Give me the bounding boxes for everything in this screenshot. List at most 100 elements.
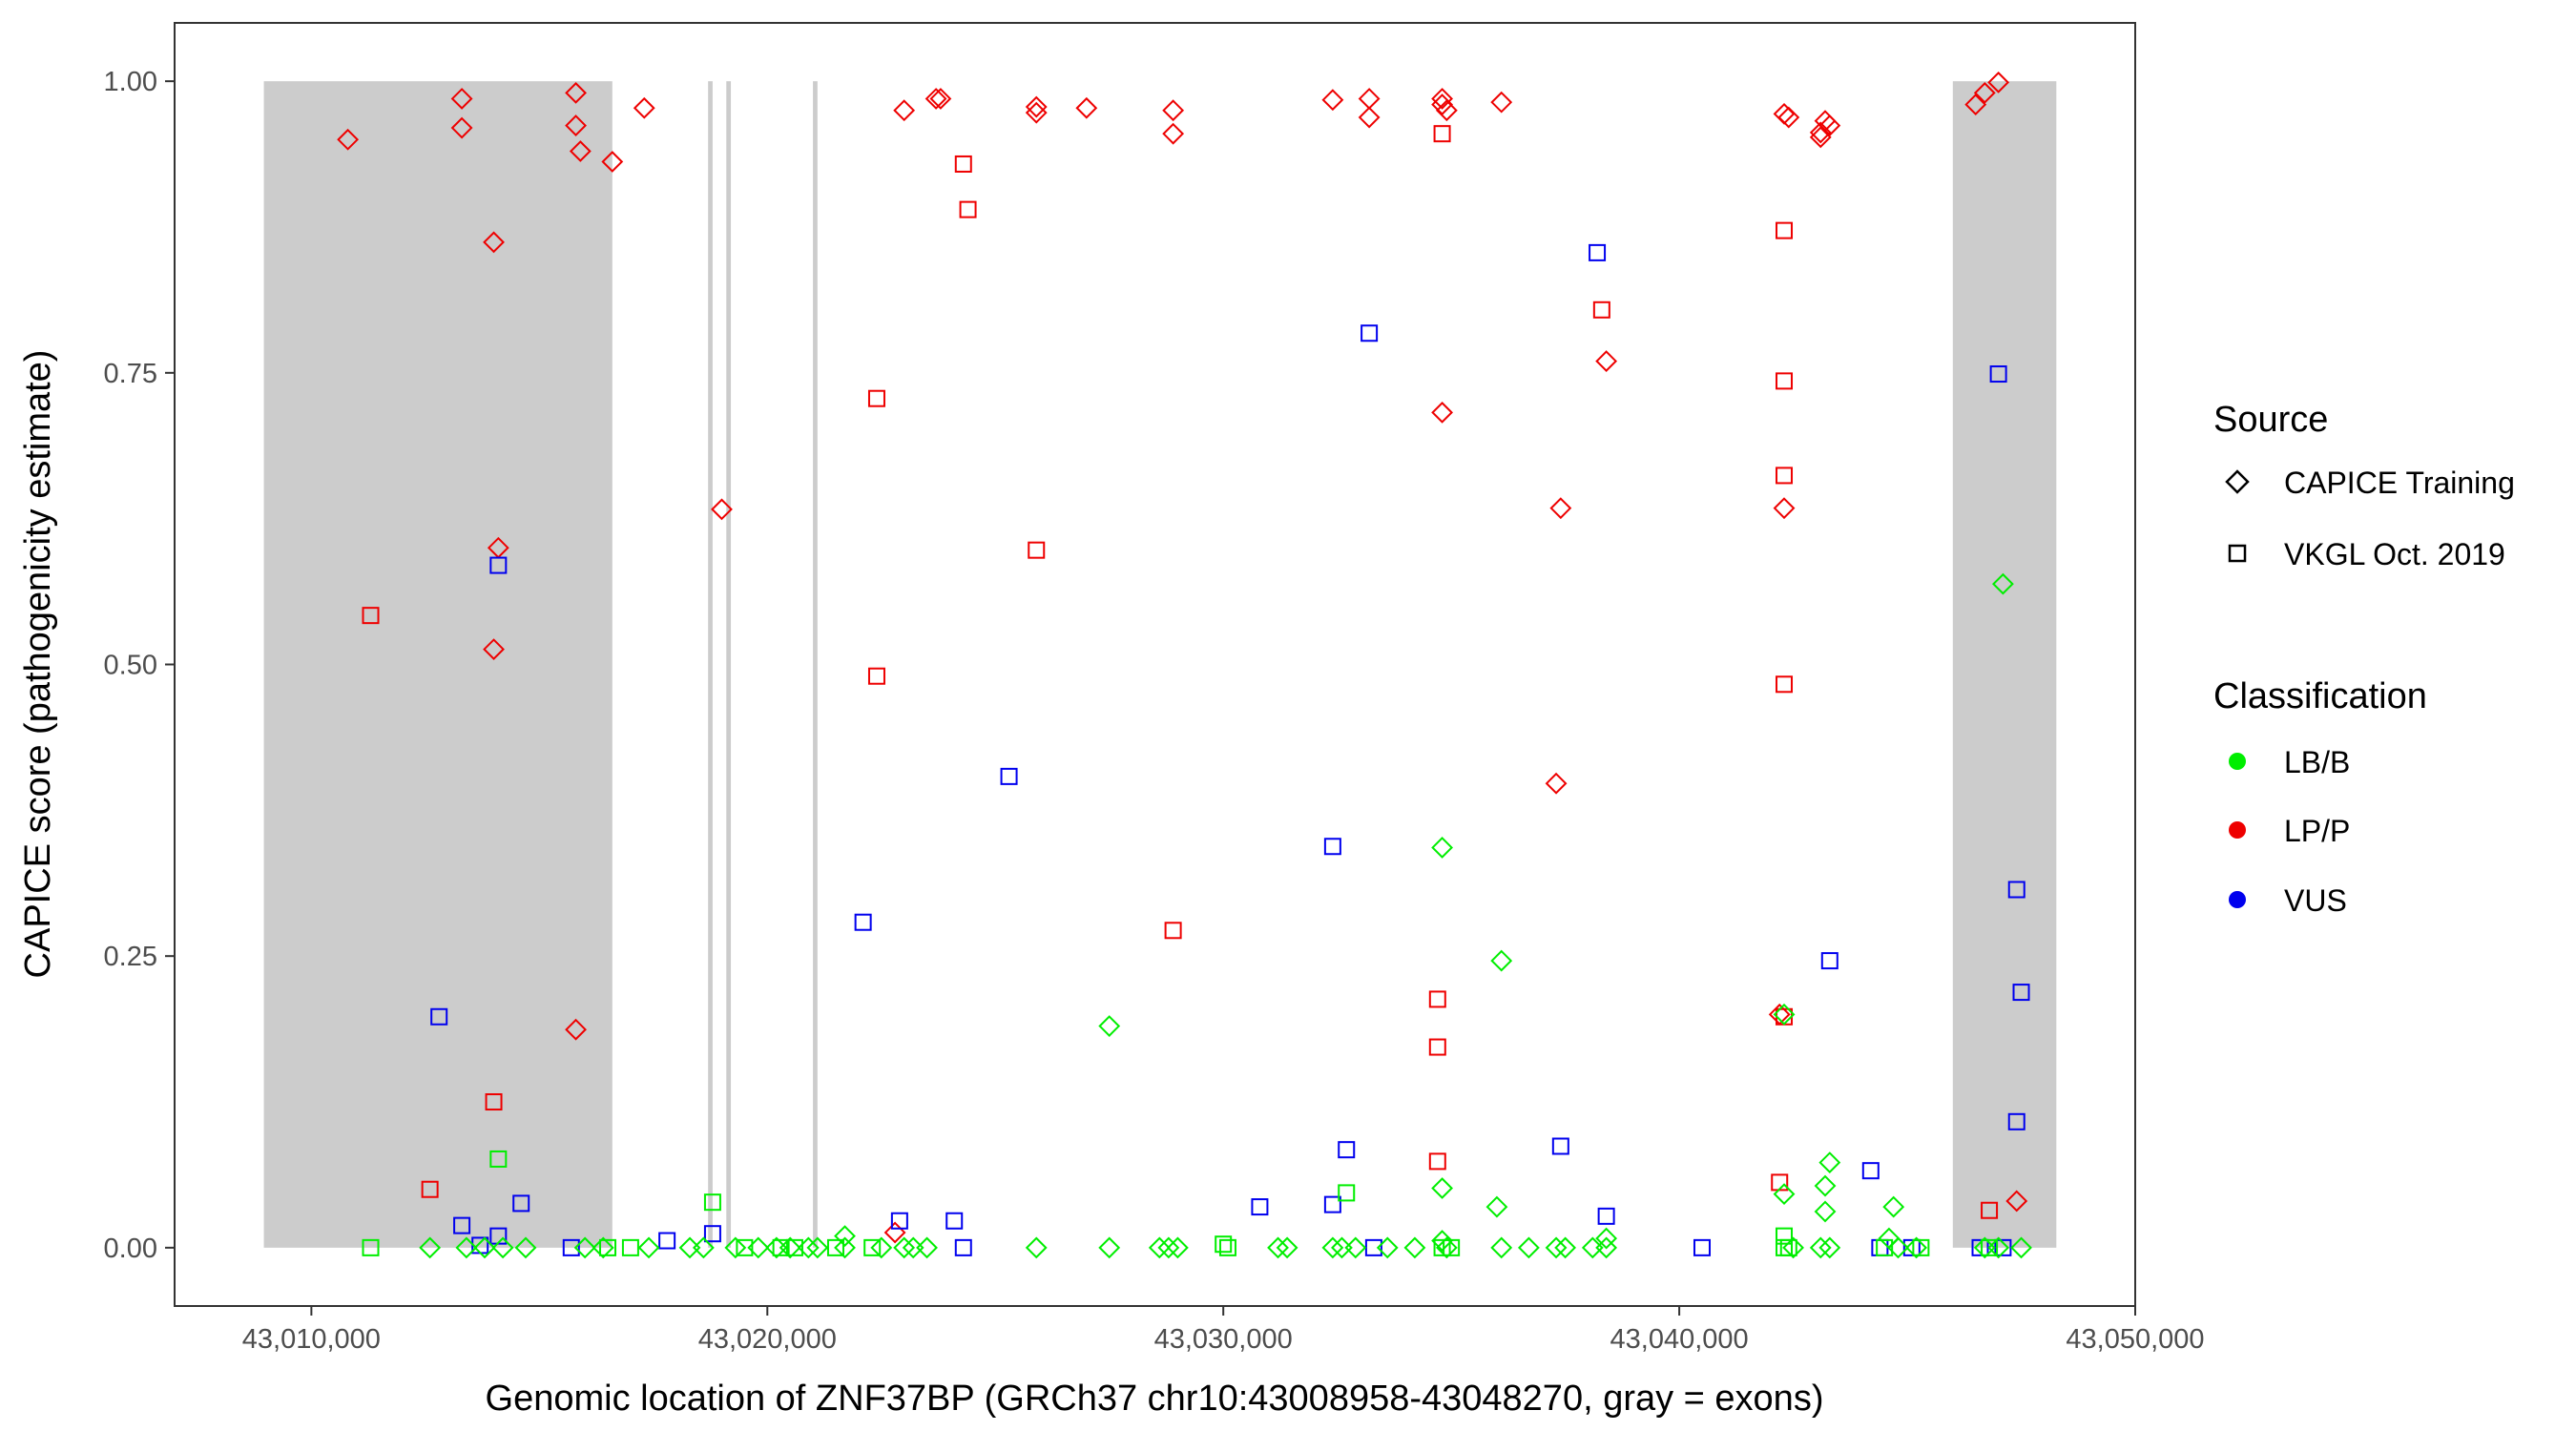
point-capice-lb-b bbox=[514, 1236, 537, 1259]
point-capice-lb-b bbox=[870, 1236, 893, 1259]
point-vkgl-vus bbox=[1902, 1238, 1921, 1256]
legend-label-lp-p: LP/P bbox=[2284, 814, 2350, 848]
exon-region bbox=[263, 81, 613, 1248]
point-capice-lb-b bbox=[1905, 1236, 1928, 1259]
legend-source-title: Source bbox=[2213, 400, 2328, 440]
point-capice-lb-b bbox=[1431, 1177, 1453, 1199]
point-capice-lp-p bbox=[2005, 1190, 2028, 1213]
point-capice-lb-b bbox=[1276, 1236, 1298, 1259]
point-capice-lp-p bbox=[1964, 93, 1987, 116]
point-vkgl-lp-p bbox=[1428, 990, 1446, 1008]
point-capice-lb-b bbox=[1818, 1151, 1841, 1174]
point-vkgl-lb-b bbox=[1981, 1238, 1999, 1256]
point-capice-lb-b bbox=[1431, 1230, 1453, 1252]
point-capice-lb-b bbox=[455, 1236, 478, 1259]
x-tick-label: 43,010,000 bbox=[242, 1324, 381, 1355]
point-capice-lp-p bbox=[450, 116, 473, 139]
point-capice-lb-b bbox=[491, 1236, 514, 1259]
point-capice-lp-p bbox=[1490, 91, 1513, 114]
y-tick-label: 0.75 bbox=[104, 359, 157, 389]
point-capice-lp-p bbox=[569, 140, 592, 162]
legend-swatch-vus bbox=[2229, 891, 2246, 908]
point-capice-lp-p bbox=[1545, 772, 1568, 795]
point-capice-lb-b bbox=[806, 1236, 829, 1259]
point-capice-lp-p bbox=[1435, 99, 1458, 122]
point-vkgl-vus bbox=[1989, 365, 2007, 384]
point-capice-lp-p bbox=[893, 99, 916, 122]
point-capice-lp-p bbox=[633, 96, 655, 119]
point-vkgl-vus bbox=[430, 1007, 448, 1026]
point-capice-lb-b bbox=[834, 1236, 856, 1259]
point-capice-lp-p bbox=[1162, 122, 1185, 145]
x-axis-title: Genomic location of ZNF37BP (GRCh37 chr1… bbox=[486, 1379, 1824, 1419]
point-vkgl-lp-p bbox=[421, 1180, 439, 1198]
point-capice-lb-b bbox=[1148, 1236, 1171, 1259]
point-capice-lp-p bbox=[1809, 121, 1832, 144]
square-icon bbox=[2228, 544, 2247, 563]
point-capice-lb-b bbox=[724, 1236, 747, 1259]
point-capice-lp-p bbox=[1549, 497, 1572, 520]
point-vkgl-vus bbox=[1000, 767, 1018, 785]
point-vkgl-lb-b bbox=[863, 1238, 882, 1256]
point-capice-lb-b bbox=[916, 1236, 938, 1259]
legend-label-capice-training: CAPICE Training bbox=[2284, 466, 2515, 500]
point-vkgl-vus bbox=[1323, 1195, 1341, 1213]
point-capice-lb-b bbox=[592, 1236, 614, 1259]
point-capice-lp-p bbox=[1777, 106, 1800, 129]
point-vkgl-vus bbox=[1323, 838, 1341, 856]
point-vkgl-vus bbox=[1693, 1238, 1711, 1256]
point-capice-lb-b bbox=[1595, 1236, 1618, 1259]
point-vkgl-lb-b bbox=[489, 1150, 508, 1168]
point-capice-lb-b bbox=[1517, 1236, 1540, 1259]
legend: Source CAPICE Training VKGL Oct. 2019 Cl… bbox=[2213, 400, 2515, 918]
point-capice-lp-p bbox=[1321, 89, 1344, 112]
point-vkgl-lp-p bbox=[1428, 1152, 1446, 1171]
y-tick-label: 0.00 bbox=[104, 1234, 157, 1264]
point-vkgl-vus bbox=[1597, 1207, 1615, 1225]
point-capice-lb-b bbox=[419, 1236, 442, 1259]
exon-regions bbox=[263, 81, 2057, 1248]
point-vkgl-lp-p bbox=[1776, 372, 1794, 390]
point-capice-lb-b bbox=[1344, 1236, 1367, 1259]
point-capice-lb-b bbox=[573, 1236, 596, 1259]
point-capice-lb-b bbox=[1554, 1236, 1577, 1259]
point-capice-lb-b bbox=[637, 1236, 660, 1259]
point-vkgl-lb-b bbox=[1215, 1235, 1233, 1254]
point-vkgl-lp-p bbox=[954, 155, 972, 173]
point-capice-lp-p bbox=[924, 88, 947, 110]
point-vkgl-lb-b bbox=[1876, 1238, 1894, 1256]
point-capice-lp-p bbox=[565, 114, 587, 137]
point-vkgl-lb-b bbox=[599, 1238, 617, 1256]
point-vkgl-lb-b bbox=[362, 1238, 380, 1256]
point-capice-lb-b bbox=[1403, 1236, 1426, 1259]
point-vkgl-lp-p bbox=[485, 1093, 503, 1111]
point-capice-lb-b bbox=[1485, 1195, 1508, 1218]
legend-item-lb-b: LB/B bbox=[2229, 745, 2350, 779]
point-capice-lb-b bbox=[1809, 1236, 1832, 1259]
point-capice-lb-b bbox=[1157, 1236, 1180, 1259]
point-capice-lb-b bbox=[1545, 1236, 1568, 1259]
point-vkgl-vus bbox=[1589, 243, 1607, 261]
point-capice-lp-p bbox=[1358, 106, 1381, 129]
point-capice-lb-b bbox=[1595, 1227, 1618, 1250]
point-vkgl-vus bbox=[954, 1238, 972, 1256]
point-vkgl-vus bbox=[854, 913, 872, 931]
point-capice-lp-p bbox=[483, 638, 505, 661]
point-capice-lb-b bbox=[1025, 1236, 1048, 1259]
point-capice-lp-p bbox=[1162, 99, 1185, 122]
point-vkgl-lb-b bbox=[1779, 1238, 1797, 1256]
x-tick-label: 43,030,000 bbox=[1154, 1324, 1293, 1355]
point-capice-lp-p bbox=[1431, 401, 1453, 424]
y-tick-label: 0.25 bbox=[104, 942, 157, 972]
point-vkgl-vus bbox=[2007, 881, 2025, 899]
point-capice-lb-b bbox=[1490, 1236, 1513, 1259]
point-capice-lb-b bbox=[1321, 1236, 1344, 1259]
point-capice-lp-p bbox=[601, 151, 624, 173]
y-axis: 0.00 0.25 0.50 0.75 1.00 bbox=[104, 67, 175, 1264]
point-capice-lp-p bbox=[1818, 114, 1841, 137]
point-vkgl-vus bbox=[945, 1212, 964, 1230]
point-vkgl-vus bbox=[890, 1212, 908, 1230]
point-capice-lb-b bbox=[1431, 837, 1453, 859]
point-vkgl-lp-p bbox=[1981, 1201, 1999, 1219]
legend-label-vus: VUS bbox=[2284, 883, 2347, 918]
